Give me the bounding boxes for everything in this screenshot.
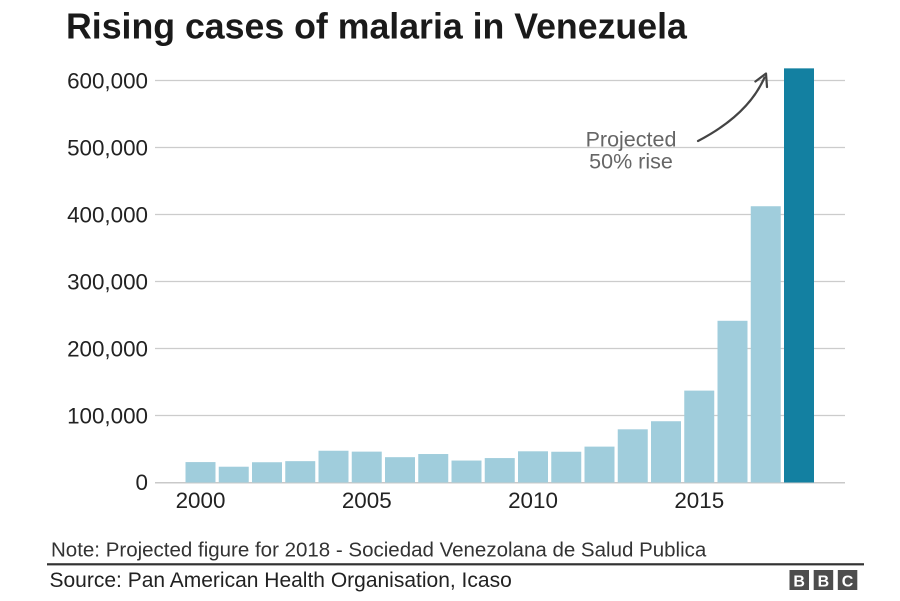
svg-text:Note: Projected figure for 201: Note: Projected figure for 2018 - Socied… [51, 539, 707, 562]
svg-text:200,000: 200,000 [67, 337, 148, 362]
svg-text:B: B [818, 573, 830, 590]
svg-text:600,000: 600,000 [67, 69, 148, 94]
svg-text:50% rise: 50% rise [589, 150, 673, 174]
svg-text:2000: 2000 [176, 488, 226, 513]
svg-text:Rising cases of malaria in Ven: Rising cases of malaria in Venezuela [66, 6, 688, 46]
svg-text:2010: 2010 [508, 488, 558, 513]
svg-text:Projected: Projected [586, 128, 677, 152]
svg-text:100,000: 100,000 [67, 404, 148, 429]
svg-text:2005: 2005 [342, 488, 392, 513]
svg-text:C: C [842, 573, 854, 590]
svg-text:300,000: 300,000 [67, 270, 148, 295]
svg-text:0: 0 [136, 470, 148, 495]
svg-text:500,000: 500,000 [67, 136, 148, 161]
svg-text:B: B [793, 573, 805, 590]
svg-text:Source: Pan American Health Or: Source: Pan American Health Organisation… [50, 569, 512, 592]
svg-text:400,000: 400,000 [67, 203, 148, 228]
svg-text:2015: 2015 [674, 488, 724, 513]
